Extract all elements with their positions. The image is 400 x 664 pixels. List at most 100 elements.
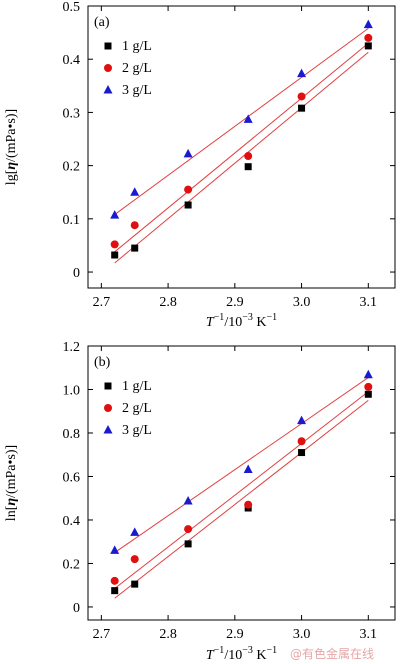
panel-a-fit-line-3 (114, 27, 369, 215)
panel-a-fit-line-2 (114, 42, 369, 253)
panel-b-legend-label-3: 3 g/L (122, 423, 152, 438)
panel-b-x-tick-label: 2.9 (226, 627, 244, 642)
panel-a-legend-marker-2 (104, 64, 112, 72)
panel-b-x-tick-label: 3.0 (293, 627, 311, 642)
panel-a-y-tick-label: 0 (73, 266, 80, 281)
panel-a-x-axis-label-exp3: −1 (266, 312, 277, 323)
panel-a-point-series1 (298, 104, 306, 112)
panel-b-legend-marker-1 (104, 382, 112, 390)
panel-b-point-series2 (110, 576, 119, 585)
panel-a-y-axis-label-unit: /(mPa•s)] (4, 109, 19, 162)
panel-a-x-tick-label: 2.8 (159, 295, 177, 310)
panel-b-legend-marker-3 (103, 425, 113, 434)
panel-b-x-tick-label: 3.1 (360, 627, 378, 642)
panel-b-x-tick-label: 2.7 (93, 627, 111, 642)
panel-a-point-series1 (364, 42, 372, 50)
panel-a-point-series2 (364, 33, 373, 42)
panel-b-y-tick-label: 0.2 (63, 557, 81, 572)
panel-a-x-axis-label-exp2: −3 (242, 312, 253, 323)
panel-b-point-series3 (130, 527, 140, 536)
watermark: @有色金属在线 (290, 646, 374, 661)
panel-a-point-series3 (363, 19, 373, 29)
panel-b-x-axis-label-exp2: −3 (242, 645, 253, 656)
panel-b-y-tick-label: 0.8 (63, 427, 81, 442)
panel-b-point-series3 (110, 545, 120, 554)
panel-a-plot-frame (87, 5, 396, 289)
panel-b-point-series3 (243, 464, 253, 474)
panel-a-point-series3 (297, 68, 307, 78)
panel-a-point-series1 (244, 163, 252, 171)
panel-b-chart: 2.7 2.8 2.9 3.0 3.100.20.40.60.81.01.2T−1/10… (4, 340, 396, 663)
panel-b-y-axis-label-unit: /(mPa•s)] (4, 445, 19, 498)
panel-a-x-axis-label-unit2: K (253, 315, 267, 330)
panel-a-y-tick-label: 0.5 (63, 0, 81, 15)
panel-a-x-tick-label: 2.9 (226, 295, 244, 310)
panel-a-point-series2 (130, 221, 139, 230)
panel-b-x-axis-label-unit2: K (253, 648, 267, 663)
panel-b-legend-label-1: 1 g/L (122, 379, 152, 394)
panel-a-x-axis-label-exp1: −1 (214, 312, 225, 323)
panel-b-x-axis-label-exp1: −1 (214, 645, 225, 656)
panel-b-point-series2 (297, 437, 306, 446)
panel-a-legend-marker-1 (104, 42, 112, 50)
panel-b-y-tick-label: 1.2 (63, 340, 81, 355)
panel-b-y-axis-label: ln[η/(mPa•s)] (4, 445, 19, 521)
panel-b-point-series1 (111, 587, 119, 595)
panel-b-y-tick-label: 0 (73, 601, 80, 616)
panel-b-y-axis-label-prefix: ln[ (4, 505, 19, 521)
panel-b-point-series3 (183, 496, 193, 505)
panel-b-x-tick-label: 2.8 (159, 627, 177, 642)
panel-a-x-axis-label-unit1: /10 (224, 315, 242, 330)
panel-a-legend-label-1: 1 g/L (122, 39, 152, 54)
panel-b-plot-frame (87, 345, 396, 621)
panel-b-y-tick-label: 0.4 (63, 514, 81, 529)
panel-a-point-series2 (244, 152, 253, 161)
panel-a-legend-label-2: 2 g/L (122, 61, 152, 76)
panel-a-legend-marker-3 (103, 85, 113, 94)
panel-a-legend-label-3: 3 g/L (122, 83, 152, 98)
panel-a-point-series1 (131, 244, 139, 252)
panel-b-point-series2 (364, 382, 373, 391)
panel-b-point-series2 (184, 525, 193, 534)
panel-b-y-axis-label-symbol: η (4, 498, 19, 506)
panel-a-point-series2 (110, 240, 119, 249)
panel-a-x-axis-label: T−1/10−3 K−1 (206, 312, 277, 330)
panel-b-point-series2 (244, 500, 253, 509)
panel-a-point-series2 (297, 92, 306, 101)
panel-a-y-axis-label-prefix: lg[ (4, 169, 19, 185)
panel-b-x-axis-label-unit1: /10 (224, 648, 242, 663)
panel-b-x-axis-label-symbol: T (206, 648, 215, 663)
panel-b-point-series1 (184, 540, 192, 548)
panel-b-fit-line-1 (114, 399, 369, 599)
panel-b-fit-line-2 (114, 391, 369, 589)
panel-b-fit-line-3 (114, 377, 369, 553)
panel-b-point-series3 (363, 369, 373, 379)
panel-a-x-tick-label: 3.0 (293, 295, 311, 310)
panel-a-x-axis-label-symbol: T (206, 315, 215, 330)
panel-a-point-series3 (130, 187, 140, 196)
panel-a-y-axis-label-symbol: η (4, 162, 19, 170)
panel-a-point-series1 (111, 251, 119, 259)
panel-a-chart: 2.7 2.8 2.9 3.0 3.1 0 0.1 0.2 0.3 0.4 0.5 T−1/10−3 … (4, 0, 396, 330)
panel-b-legend-marker-2 (104, 404, 112, 412)
panel-a-point-series3 (183, 148, 193, 158)
panel-b-y-tick-label: 1.0 (63, 383, 81, 398)
panel-b-panel-label: (b) (94, 355, 111, 370)
panel-a-y-tick-label: 0.3 (63, 106, 81, 121)
panel-b-point-series1 (131, 580, 139, 588)
panel-b-x-axis-label-exp3: −1 (266, 645, 277, 656)
panel-a-panel-label: (a) (94, 15, 110, 30)
panel-b-point-series2 (130, 555, 139, 564)
panel-a-point-series2 (184, 185, 193, 194)
panel-a-x-tick-label: 2.7 (93, 295, 111, 310)
panel-b-point-series1 (298, 449, 306, 457)
panel-a-y-tick-label: 0.4 (63, 53, 81, 68)
panel-a-x-tick-label: 3.1 (360, 295, 378, 310)
panel-a-point-series3 (243, 114, 253, 123)
panel-a-point-series3 (110, 210, 120, 219)
panel-b-x-axis-label: T−1/10−3 K−1 (206, 645, 277, 663)
panel-b-y-tick-label: 0.6 (63, 470, 81, 485)
panel-a-point-series1 (184, 201, 192, 209)
panel-a-y-tick-label: 0.2 (63, 160, 81, 175)
